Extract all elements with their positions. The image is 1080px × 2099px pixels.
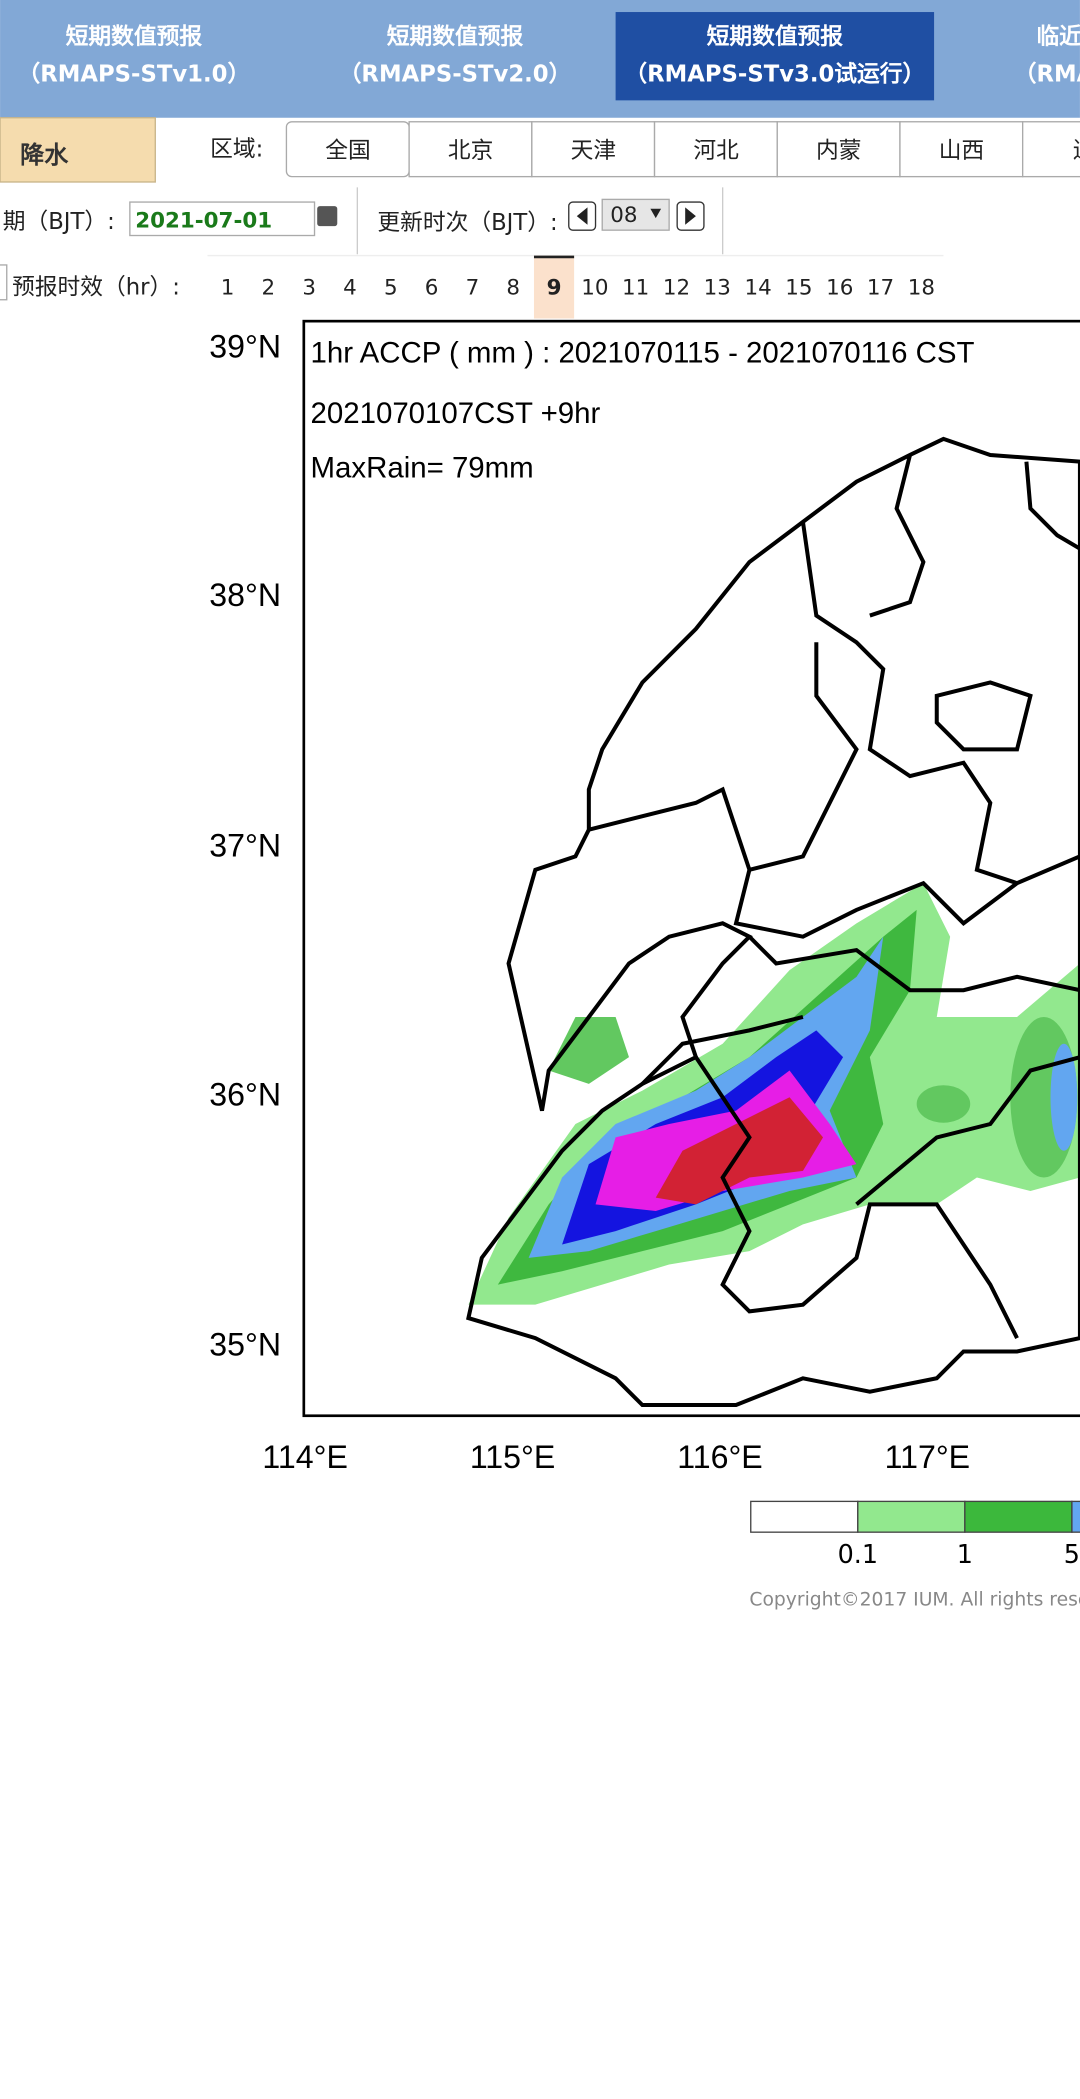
hours-toggle[interactable] [0,264,8,301]
hour[interactable]: 1 [221,275,235,300]
hour[interactable]: 6 [425,275,439,300]
tab-model[interactable]: （RMAPS-STv3.0试运行） [624,61,925,88]
copyright: Copyright©2017 IUM. All rights reserved. [749,1590,1080,1611]
hour[interactable]: 2 [262,275,276,300]
hour[interactable]: 10 [581,275,608,300]
tab-model[interactable]: （RMAPS-STv2.0） [339,61,572,88]
hour[interactable]: 11 [622,275,649,300]
hour[interactable]: 12 [663,275,690,300]
colorbar-label: 1 [957,1539,973,1569]
update-value[interactable]: 08 [610,203,637,228]
hour[interactable]: 14 [744,275,771,300]
colorbar-label: 0.1 [838,1539,878,1569]
map-title: 1hr ACCP ( mm ) : 2021070115 - 202107011… [311,337,975,370]
region-button[interactable] [1021,121,1080,178]
hour[interactable]: 7 [466,275,480,300]
date-input[interactable] [129,201,316,237]
region-label[interactable]: 全国 [325,138,370,164]
region-button[interactable] [776,121,901,178]
hours-label: 预报时效（hr）: [12,274,180,300]
category[interactable]: 降水 [20,141,69,169]
tab-model[interactable]: （RMAPS [1014,61,1080,88]
region-button[interactable] [531,121,656,178]
colorbar-swatch [964,1500,1073,1533]
region-label[interactable]: 辽 [1073,138,1080,164]
date[interactable]: 2021-07-01 [135,208,272,233]
hour[interactable]: 9 [547,275,562,300]
next-icon [685,207,696,225]
lat-label: 37°N [209,827,281,863]
tab-name[interactable]: 临近数 [1036,23,1080,50]
hour[interactable]: 5 [384,275,398,300]
lat-label: 39°N [209,328,281,364]
category-box[interactable] [0,117,156,183]
tab-active-bg[interactable] [615,12,935,101]
region-label[interactable]: 河北 [693,138,739,164]
map-max-rain: MaxRain= 79mm [311,452,534,485]
region-button[interactable] [408,121,533,178]
update-label: 更新时次（BJT）: [377,210,557,236]
date-label: 日期（BJT）: [0,209,115,235]
lon-label: 114°E [262,1439,347,1475]
hour[interactable]: 13 [704,275,731,300]
lat-label: 35°N [209,1327,281,1363]
region-button[interactable] [899,121,1024,178]
lon-label: 115°E [470,1439,555,1475]
hour[interactable]: 4 [343,275,357,300]
update-select[interactable] [601,198,670,231]
colorbar-label: 5 [1064,1539,1080,1569]
hour[interactable]: 8 [506,275,520,300]
hour[interactable]: 16 [826,275,853,300]
region-label[interactable]: 北京 [448,138,493,164]
region-label: 区域: [210,137,263,163]
calendar-icon[interactable] [317,206,338,227]
region-label[interactable]: 内蒙 [816,138,861,164]
hour[interactable]: 18 [908,275,935,300]
map: 1hr ACCP ( mm ) : 2021070115 - 202107011… [209,319,1080,1475]
lat-label: 38°N [209,577,281,613]
hour-selected-bg[interactable] [533,255,575,319]
prev-icon [576,207,588,225]
tab-name[interactable]: 短期数值预报 [66,23,203,50]
region-label[interactable]: 天津 [571,138,616,164]
tab-model[interactable]: （RMAPS-STv1.0） [18,61,251,88]
map-run: 2021070107CST +9hr [311,397,601,430]
lon-label: 117°E [885,1439,970,1475]
colorbar-swatch [750,1500,859,1533]
colorbar-swatch [857,1500,966,1533]
select-arrow [650,208,662,219]
tab-name[interactable]: 短期数值预报 [387,23,524,50]
boundaries [466,436,1080,1408]
hour[interactable]: 17 [867,275,894,300]
hour[interactable]: 3 [302,275,316,300]
lon-label: 116°E [677,1439,762,1475]
lat-label: 36°N [209,1076,281,1112]
tab-name[interactable]: 短期数值预报 [707,23,844,50]
hour[interactable]: 15 [785,275,812,300]
region-button[interactable] [653,121,778,178]
region-label[interactable]: 山西 [939,138,984,164]
colorbar-swatch [1071,1500,1080,1533]
